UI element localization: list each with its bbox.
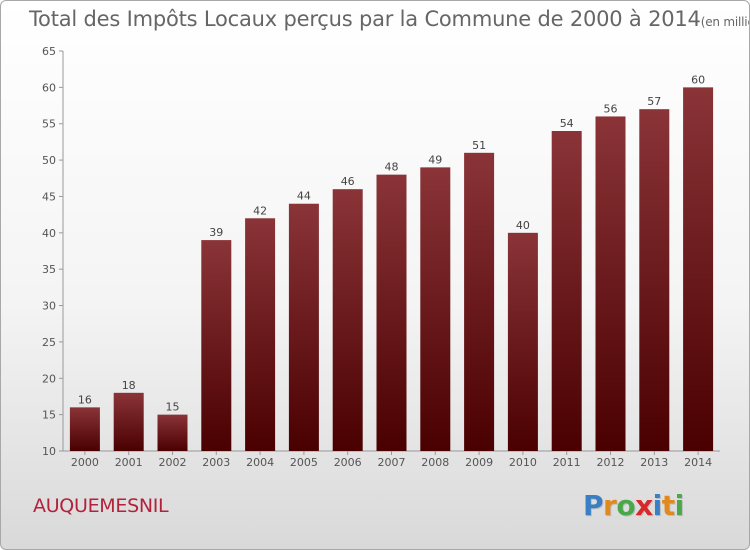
y-tick-label: 20 [42, 372, 56, 385]
logo-letter: o [616, 489, 636, 522]
data-label: 51 [472, 139, 486, 152]
chart-title: Total des Impôts Locaux perçus par la Co… [29, 7, 749, 31]
x-tick-label: 2005 [290, 456, 318, 469]
bar [201, 240, 232, 451]
x-tick-label: 2001 [115, 456, 143, 469]
y-tick-label: 50 [42, 154, 56, 167]
bar [639, 109, 670, 451]
logo-letter: P [583, 489, 604, 522]
x-tick-label: 2006 [334, 456, 362, 469]
bar [683, 87, 714, 451]
data-label: 42 [253, 204, 267, 217]
x-tick-label: 2003 [202, 456, 230, 469]
bar [464, 152, 495, 451]
data-label: 57 [647, 95, 661, 108]
x-tick-label: 2012 [597, 456, 625, 469]
x-tick-label: 2008 [421, 456, 449, 469]
data-label: 15 [166, 401, 180, 414]
y-tick-label: 35 [42, 263, 56, 276]
data-label: 54 [560, 117, 574, 130]
bar [69, 407, 100, 451]
data-label: 18 [122, 379, 136, 392]
proxiti-logo: Proxiti [583, 489, 684, 522]
y-tick-label: 10 [42, 445, 56, 458]
y-tick-label: 15 [42, 409, 56, 422]
data-label: 60 [691, 73, 705, 86]
bar [332, 189, 363, 451]
x-tick-label: 2014 [684, 456, 712, 469]
x-tick-label: 2010 [509, 456, 537, 469]
commune-name: AUQUEMESNIL [33, 495, 169, 517]
y-tick-label: 60 [42, 81, 56, 94]
data-label: 56 [604, 102, 618, 115]
y-tick-label: 45 [42, 190, 56, 203]
bar [157, 414, 188, 451]
data-label: 39 [209, 226, 223, 239]
y-tick-label: 55 [42, 118, 56, 131]
data-label: 49 [428, 153, 442, 166]
y-tick-label: 30 [42, 300, 56, 313]
bar [376, 174, 407, 452]
y-tick-label: 65 [42, 45, 56, 58]
y-tick-label: 40 [42, 227, 56, 240]
x-tick-label: 2009 [465, 456, 493, 469]
x-tick-label: 2011 [553, 456, 581, 469]
logo-letter: r [603, 489, 617, 522]
data-label: 46 [341, 175, 355, 188]
bar [288, 203, 319, 451]
x-tick-label: 2000 [71, 456, 99, 469]
y-tick-label: 25 [42, 336, 56, 349]
bar [551, 131, 582, 451]
logo-letter: i [674, 489, 685, 522]
data-label: 48 [385, 161, 399, 174]
logo-letter: t [661, 489, 675, 522]
logo-letter: x [635, 489, 653, 522]
data-label: 16 [78, 393, 92, 406]
data-label: 40 [516, 219, 530, 232]
chart-title-text: Total des Impôts Locaux perçus par la Co… [29, 7, 701, 31]
x-tick-label: 2013 [640, 456, 668, 469]
bar [420, 167, 451, 451]
x-tick-label: 2007 [378, 456, 406, 469]
x-tick-label: 2002 [159, 456, 187, 469]
bar [595, 116, 626, 452]
bar [113, 392, 144, 451]
bar [507, 232, 538, 451]
data-label: 44 [297, 190, 311, 203]
chart-title-unit: (en milliers d'€) [700, 15, 749, 29]
logo-letter: i [652, 489, 663, 522]
x-tick-label: 2004 [246, 456, 274, 469]
bar [245, 218, 276, 451]
